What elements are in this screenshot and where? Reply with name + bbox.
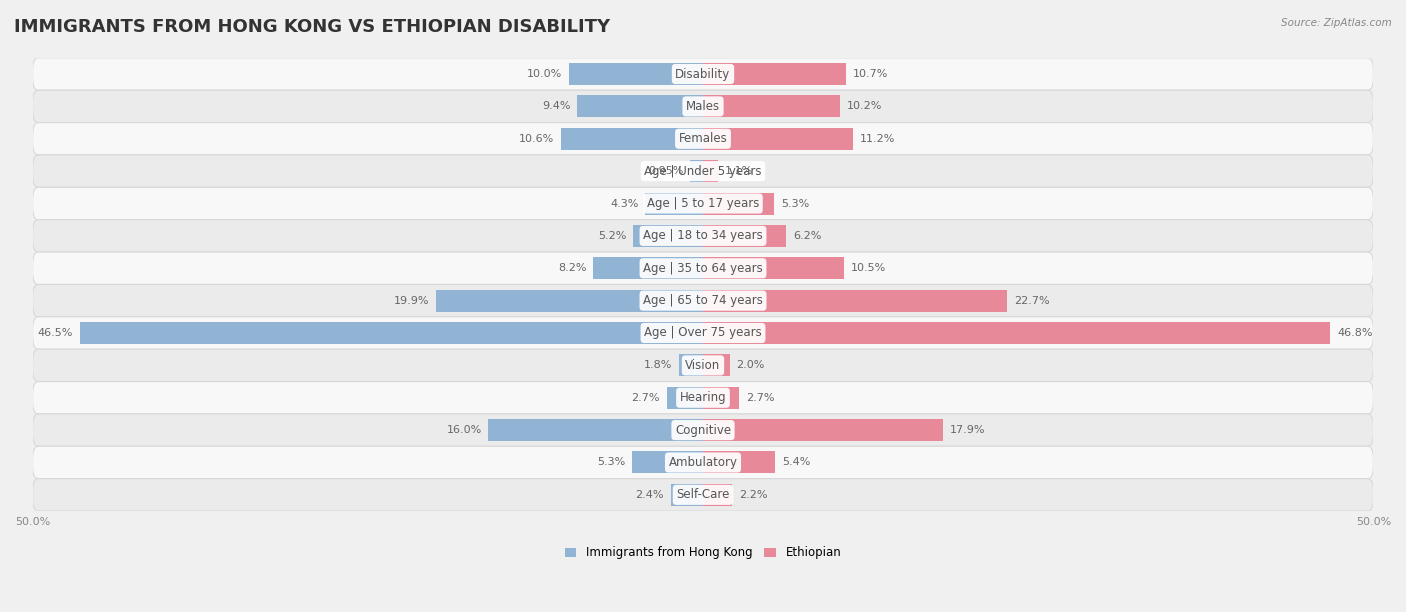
- Text: 1.1%: 1.1%: [724, 166, 752, 176]
- Text: Females: Females: [679, 132, 727, 145]
- Bar: [703, 193, 775, 215]
- Text: Age | 5 to 17 years: Age | 5 to 17 years: [647, 197, 759, 210]
- FancyBboxPatch shape: [32, 187, 1374, 220]
- Text: Cognitive: Cognitive: [675, 424, 731, 436]
- Bar: [593, 257, 703, 279]
- Bar: [666, 387, 703, 409]
- Bar: [561, 128, 703, 150]
- Text: 46.8%: 46.8%: [1337, 328, 1372, 338]
- Bar: [436, 289, 703, 312]
- Bar: [488, 419, 703, 441]
- Text: Disability: Disability: [675, 67, 731, 81]
- Bar: [703, 452, 775, 474]
- Bar: [703, 419, 943, 441]
- Bar: [703, 354, 730, 376]
- Text: 9.4%: 9.4%: [541, 102, 571, 111]
- Text: 2.4%: 2.4%: [636, 490, 664, 500]
- Text: Vision: Vision: [685, 359, 721, 372]
- FancyBboxPatch shape: [32, 446, 1374, 479]
- Text: Ambulatory: Ambulatory: [668, 456, 738, 469]
- Text: 10.2%: 10.2%: [846, 102, 882, 111]
- FancyBboxPatch shape: [32, 381, 1374, 414]
- Bar: [576, 95, 703, 118]
- FancyBboxPatch shape: [32, 220, 1374, 252]
- Text: 0.95%: 0.95%: [648, 166, 683, 176]
- Text: 2.7%: 2.7%: [631, 393, 659, 403]
- Text: 10.5%: 10.5%: [851, 263, 886, 273]
- Text: 11.2%: 11.2%: [860, 134, 896, 144]
- Text: Age | Over 75 years: Age | Over 75 years: [644, 326, 762, 340]
- FancyBboxPatch shape: [32, 317, 1374, 349]
- Bar: [633, 225, 703, 247]
- Text: Age | Under 5 years: Age | Under 5 years: [644, 165, 762, 177]
- Bar: [703, 322, 1330, 344]
- Text: 17.9%: 17.9%: [949, 425, 986, 435]
- Text: 5.2%: 5.2%: [598, 231, 627, 241]
- Text: Age | 35 to 64 years: Age | 35 to 64 years: [643, 262, 763, 275]
- Bar: [679, 354, 703, 376]
- Text: 22.7%: 22.7%: [1014, 296, 1050, 305]
- Text: 8.2%: 8.2%: [558, 263, 586, 273]
- Text: 46.5%: 46.5%: [38, 328, 73, 338]
- Text: Self-Care: Self-Care: [676, 488, 730, 501]
- Text: 16.0%: 16.0%: [447, 425, 482, 435]
- Text: IMMIGRANTS FROM HONG KONG VS ETHIOPIAN DISABILITY: IMMIGRANTS FROM HONG KONG VS ETHIOPIAN D…: [14, 18, 610, 36]
- Bar: [671, 484, 703, 506]
- Bar: [631, 452, 703, 474]
- Text: 2.0%: 2.0%: [737, 360, 765, 370]
- FancyBboxPatch shape: [32, 58, 1374, 90]
- Bar: [703, 128, 853, 150]
- FancyBboxPatch shape: [32, 252, 1374, 285]
- Text: 5.3%: 5.3%: [598, 458, 626, 468]
- Text: 4.3%: 4.3%: [610, 198, 638, 209]
- Text: Age | 65 to 74 years: Age | 65 to 74 years: [643, 294, 763, 307]
- Bar: [703, 484, 733, 506]
- Bar: [645, 193, 703, 215]
- FancyBboxPatch shape: [32, 414, 1374, 446]
- FancyBboxPatch shape: [32, 90, 1374, 122]
- FancyBboxPatch shape: [32, 122, 1374, 155]
- Bar: [80, 322, 703, 344]
- Text: 10.0%: 10.0%: [527, 69, 562, 79]
- Bar: [703, 257, 844, 279]
- FancyBboxPatch shape: [32, 285, 1374, 317]
- Text: 5.4%: 5.4%: [782, 458, 810, 468]
- Bar: [703, 160, 717, 182]
- Bar: [703, 225, 786, 247]
- FancyBboxPatch shape: [32, 155, 1374, 187]
- Bar: [569, 63, 703, 85]
- Bar: [703, 387, 740, 409]
- Text: Hearing: Hearing: [679, 391, 727, 405]
- Legend: Immigrants from Hong Kong, Ethiopian: Immigrants from Hong Kong, Ethiopian: [560, 542, 846, 564]
- Text: 6.2%: 6.2%: [793, 231, 821, 241]
- Text: 2.2%: 2.2%: [740, 490, 768, 500]
- Text: Males: Males: [686, 100, 720, 113]
- Bar: [703, 289, 1007, 312]
- Text: Age | 18 to 34 years: Age | 18 to 34 years: [643, 230, 763, 242]
- Text: 10.7%: 10.7%: [853, 69, 889, 79]
- Text: 2.7%: 2.7%: [747, 393, 775, 403]
- Text: 1.8%: 1.8%: [644, 360, 672, 370]
- Text: 10.6%: 10.6%: [519, 134, 554, 144]
- Bar: [690, 160, 703, 182]
- Bar: [703, 95, 839, 118]
- FancyBboxPatch shape: [32, 349, 1374, 381]
- Text: 19.9%: 19.9%: [394, 296, 429, 305]
- Text: Source: ZipAtlas.com: Source: ZipAtlas.com: [1281, 18, 1392, 28]
- Text: 5.3%: 5.3%: [780, 198, 808, 209]
- FancyBboxPatch shape: [32, 479, 1374, 511]
- Bar: [703, 63, 846, 85]
